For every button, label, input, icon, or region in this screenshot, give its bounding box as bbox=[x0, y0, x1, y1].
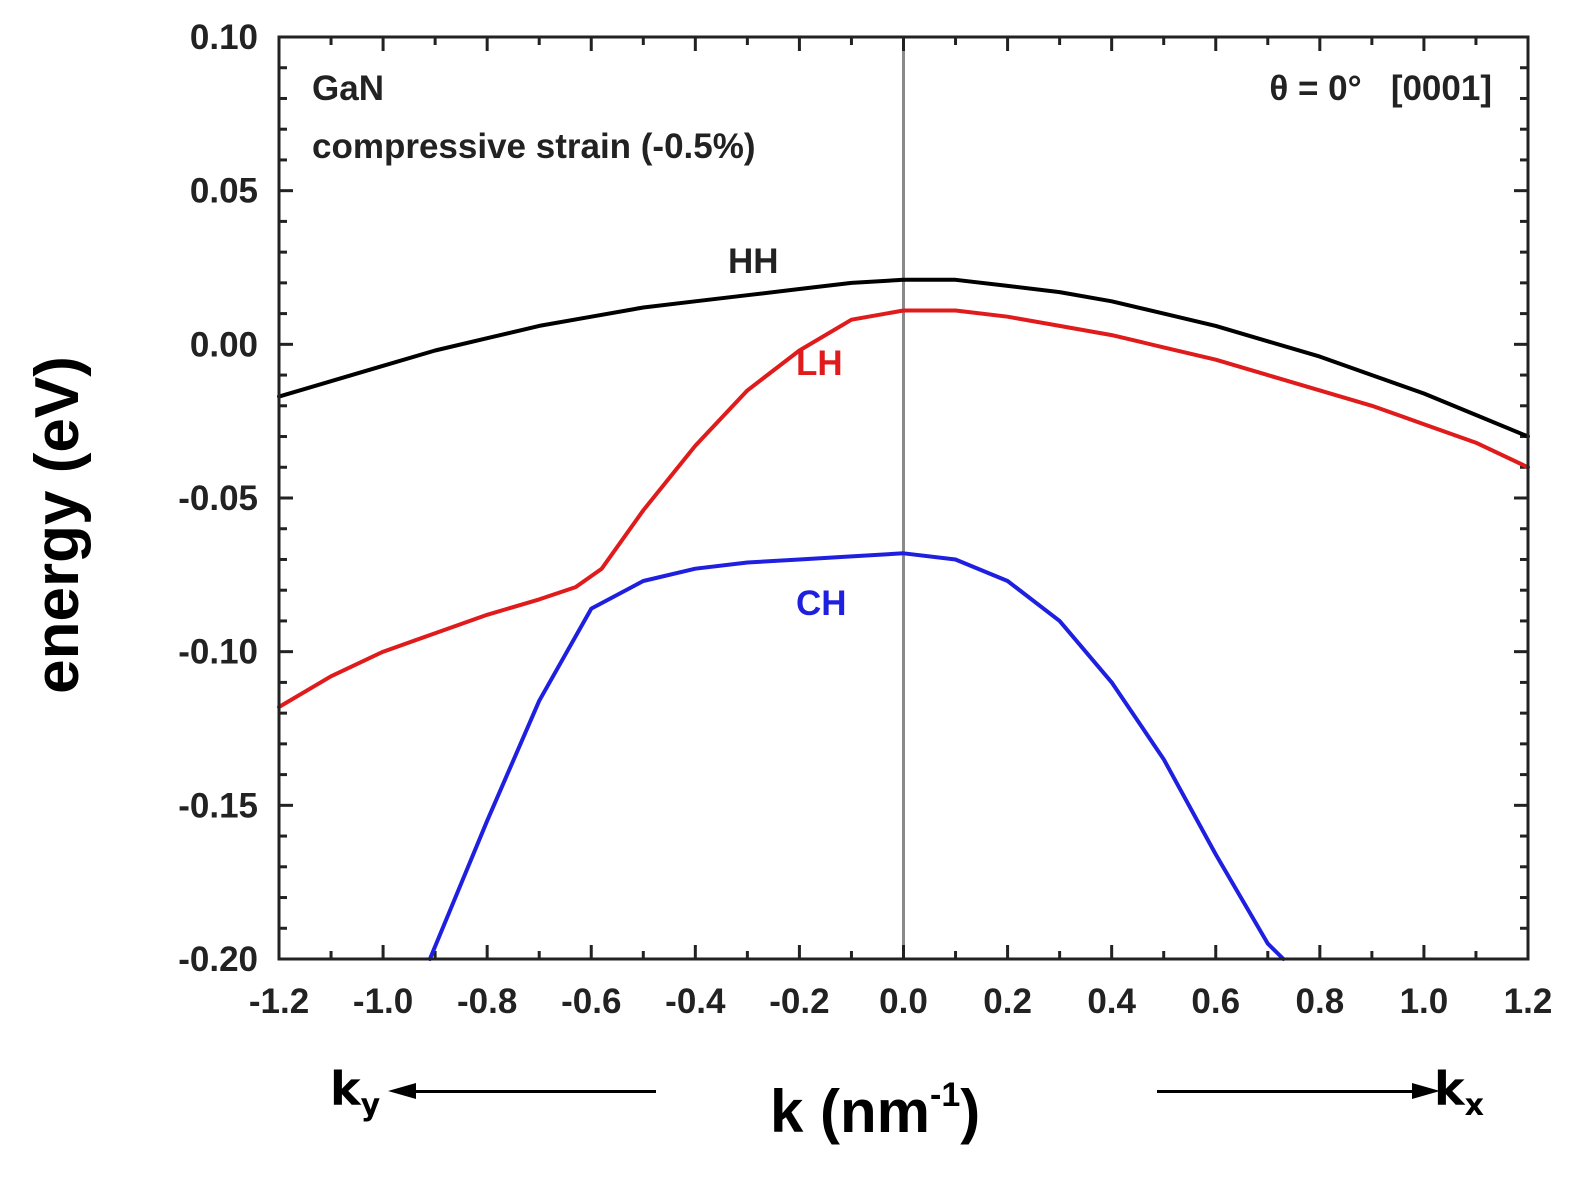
right-arrow-icon bbox=[1412, 1083, 1440, 1099]
strain-label: compressive strain (-0.5%) bbox=[312, 127, 756, 166]
series-line-hh bbox=[277, 277, 1530, 439]
left-arrow-icon bbox=[388, 1083, 416, 1099]
ky-symbol: k bbox=[330, 1062, 361, 1116]
series-layer bbox=[277, 277, 1530, 961]
y-tick-label: -0.10 bbox=[178, 633, 258, 672]
x-tick-label: -0.2 bbox=[769, 982, 829, 1021]
kx-symbol: k bbox=[1434, 1062, 1465, 1116]
y-tick-label: 0.05 bbox=[190, 172, 258, 211]
x-axis-title-exponent: -1 bbox=[930, 1076, 961, 1114]
right-arrow-shaft bbox=[1157, 1090, 1422, 1093]
y-tick-label: -0.20 bbox=[178, 940, 258, 979]
y-tick-label: 0.10 bbox=[190, 18, 258, 57]
x-tick-label: 0.8 bbox=[1296, 982, 1345, 1021]
x-tick-label: 1.2 bbox=[1504, 982, 1553, 1021]
x-tick-label: -1.2 bbox=[249, 982, 309, 1021]
x-tick-label: -1.0 bbox=[353, 982, 413, 1021]
plot-frame bbox=[277, 35, 1530, 961]
x-tick-label: 0.6 bbox=[1191, 982, 1240, 1021]
material-label: GaN bbox=[312, 69, 384, 108]
y-tick-label: 0.00 bbox=[190, 325, 258, 364]
tick-label-layer: -1.2 -1.0 -0.8 -0.6 -0.4 -0.2 0.0 0.2 0.4 0.6 0.8 1… bbox=[178, 18, 1552, 1021]
angle-label: θ = 0° [0001] bbox=[1269, 69, 1492, 108]
x-tick-label: 1.0 bbox=[1400, 982, 1449, 1021]
kx-subscript: x bbox=[1464, 1088, 1484, 1123]
x-tick-label: -0.8 bbox=[457, 982, 517, 1021]
x-tick-label: 0.4 bbox=[1087, 982, 1136, 1021]
x-tick-label: -0.6 bbox=[561, 982, 621, 1021]
x-tick-label: 0.2 bbox=[983, 982, 1032, 1021]
x-tick-label: 0.0 bbox=[879, 982, 928, 1021]
y-tick-label: -0.05 bbox=[178, 479, 258, 518]
tick-layer bbox=[277, 35, 1530, 961]
x-tick-label: -0.4 bbox=[665, 982, 726, 1021]
ky-subscript: y bbox=[360, 1088, 381, 1123]
x-axis-title-close: ) bbox=[960, 1078, 981, 1145]
series-label-ch: CH bbox=[796, 584, 847, 623]
series-line-ch bbox=[427, 551, 1286, 961]
ky-direction-label: ky bbox=[330, 1066, 380, 1121]
kx-direction-label: kx bbox=[1434, 1066, 1484, 1121]
series-line-lh bbox=[277, 308, 1530, 709]
x-axis-title: k (nm-1) bbox=[770, 1076, 980, 1146]
series-label-lh: LH bbox=[796, 344, 843, 383]
series-label-hh: HH bbox=[728, 242, 779, 281]
y-tick-label: -0.15 bbox=[178, 786, 258, 825]
y-axis-title: energy (eV) bbox=[23, 356, 92, 694]
x-axis-title-main: k (nm bbox=[770, 1078, 931, 1145]
left-arrow-shaft bbox=[410, 1090, 656, 1093]
